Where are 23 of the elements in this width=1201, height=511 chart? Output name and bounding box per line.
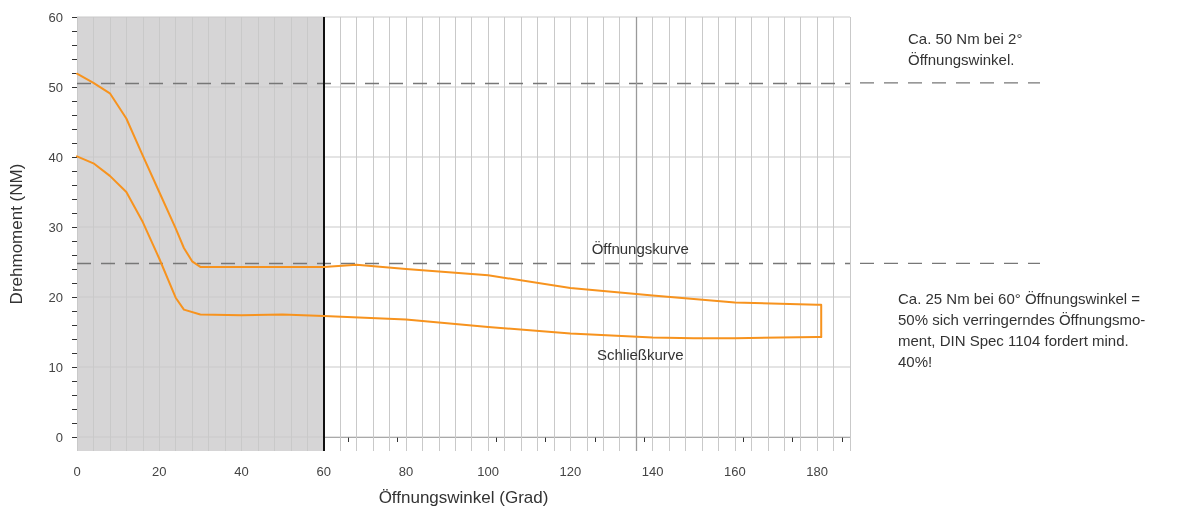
x-axis-title: Öffnungswinkel (Grad) (378, 488, 549, 507)
x-tick-label: 40 (234, 464, 249, 479)
x-tick-label: 180 (806, 464, 828, 479)
x-tick-label: 100 (477, 464, 500, 479)
y-tick-label: 30 (48, 219, 63, 235)
x-tick-label: 20 (152, 464, 167, 479)
y-tick-label: 10 (48, 359, 63, 375)
y-tick-label: 0 (55, 429, 63, 445)
annotation: Öffnungskurve (591, 239, 689, 257)
x-tick-label: 160 (724, 464, 746, 479)
annotation: Schließkurve (596, 345, 684, 363)
text: Ca. 50 Nm bei 2° Öffnungswinkel. (908, 30, 1023, 68)
text: Ca. 25 Nm bei 60° Öffnungswinkel = 50% sich verringerndes Öffnungsmo- ment, DIN Spec 1104 fordert mind. 40%! (898, 290, 1146, 370)
y-tick-label: 50 (48, 79, 63, 95)
x-tick-label: 60 (316, 464, 331, 479)
x-tick-label: 80 (398, 464, 414, 479)
x-tick-label: 0 (73, 464, 81, 479)
x-tick-label: 120 (559, 464, 582, 479)
y-tick-label: 40 (48, 149, 63, 165)
y-axis-title: Drehmoment (NM) (7, 163, 26, 305)
x-tick-label: 140 (641, 464, 664, 479)
y-tick-label: 20 (48, 289, 63, 305)
y-tick-label: 60 (48, 9, 63, 25)
